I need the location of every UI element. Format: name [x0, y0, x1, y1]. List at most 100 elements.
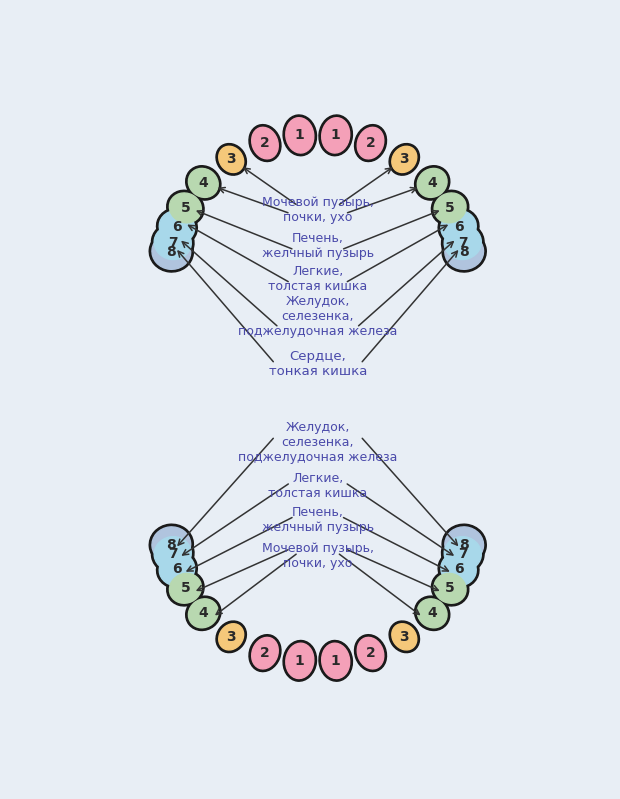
Ellipse shape	[442, 231, 486, 272]
Text: 1: 1	[295, 129, 304, 142]
Ellipse shape	[319, 115, 352, 156]
Text: 1: 1	[295, 654, 304, 668]
Text: Мочевой пузырь,
почки, ухо: Мочевой пузырь, почки, ухо	[262, 196, 374, 224]
Ellipse shape	[417, 598, 447, 628]
Ellipse shape	[149, 231, 193, 272]
Ellipse shape	[415, 165, 450, 200]
Text: 8: 8	[166, 244, 176, 259]
Ellipse shape	[188, 169, 218, 197]
Ellipse shape	[441, 211, 476, 244]
Text: 8: 8	[459, 538, 469, 551]
Text: 2: 2	[366, 136, 375, 150]
Ellipse shape	[169, 193, 202, 223]
Text: Легкие,
толстая кишка: Легкие, толстая кишка	[268, 265, 368, 293]
Ellipse shape	[445, 234, 484, 269]
Ellipse shape	[415, 596, 450, 630]
Ellipse shape	[156, 551, 197, 588]
Ellipse shape	[152, 234, 191, 269]
Ellipse shape	[322, 117, 350, 153]
Text: 3: 3	[226, 153, 236, 166]
Ellipse shape	[441, 534, 484, 574]
Ellipse shape	[441, 553, 476, 586]
Text: 5: 5	[180, 582, 190, 595]
Ellipse shape	[156, 208, 197, 246]
Ellipse shape	[283, 115, 317, 156]
Ellipse shape	[149, 524, 193, 565]
Ellipse shape	[355, 634, 386, 672]
Ellipse shape	[283, 641, 317, 682]
Ellipse shape	[434, 193, 466, 223]
Text: Легкие,
толстая кишка: Легкие, толстая кишка	[268, 472, 368, 500]
Ellipse shape	[151, 534, 194, 574]
Ellipse shape	[322, 643, 350, 678]
Text: 6: 6	[454, 220, 463, 234]
Text: 4: 4	[427, 176, 437, 190]
Ellipse shape	[444, 537, 481, 570]
Text: 6: 6	[172, 562, 182, 576]
Text: 5: 5	[180, 201, 190, 215]
Text: 6: 6	[454, 562, 463, 576]
Ellipse shape	[186, 596, 221, 630]
Text: 4: 4	[427, 606, 437, 620]
Ellipse shape	[319, 641, 352, 682]
Ellipse shape	[357, 638, 384, 669]
Text: 7: 7	[458, 547, 467, 561]
Ellipse shape	[442, 524, 486, 565]
Text: 4: 4	[198, 606, 208, 620]
Ellipse shape	[252, 638, 278, 669]
Ellipse shape	[286, 643, 314, 678]
Text: 1: 1	[331, 129, 340, 142]
Text: 3: 3	[399, 630, 409, 644]
Ellipse shape	[186, 165, 221, 200]
Ellipse shape	[159, 211, 195, 244]
Ellipse shape	[438, 208, 479, 246]
Text: 2: 2	[260, 136, 270, 150]
Ellipse shape	[216, 144, 246, 175]
Text: 7: 7	[168, 236, 177, 249]
Ellipse shape	[286, 117, 314, 153]
Ellipse shape	[169, 574, 202, 603]
Ellipse shape	[417, 169, 447, 197]
Ellipse shape	[441, 223, 484, 262]
Ellipse shape	[389, 144, 420, 175]
Ellipse shape	[445, 527, 484, 562]
Text: 7: 7	[458, 236, 467, 249]
Text: 2: 2	[366, 646, 375, 660]
Text: 8: 8	[166, 538, 176, 551]
Ellipse shape	[355, 125, 386, 161]
Ellipse shape	[249, 125, 281, 161]
Ellipse shape	[357, 127, 384, 159]
Text: 4: 4	[198, 176, 208, 190]
Ellipse shape	[151, 223, 194, 262]
Ellipse shape	[438, 551, 479, 588]
Text: Желудок,
селезенка,
поджелудочная железа: Желудок, селезенка, поджелудочная железа	[238, 421, 397, 464]
Ellipse shape	[219, 146, 244, 173]
Text: 3: 3	[226, 630, 236, 644]
Text: 7: 7	[168, 547, 177, 561]
Text: 5: 5	[445, 201, 455, 215]
Ellipse shape	[167, 570, 204, 606]
Ellipse shape	[444, 225, 481, 260]
Text: 8: 8	[459, 244, 469, 259]
Text: 2: 2	[260, 646, 270, 660]
Ellipse shape	[167, 190, 204, 225]
Text: 3: 3	[399, 153, 409, 166]
Ellipse shape	[216, 621, 246, 653]
Ellipse shape	[392, 624, 417, 650]
Ellipse shape	[432, 570, 469, 606]
Text: Печень,
желчный пузырь: Печень, желчный пузырь	[262, 232, 374, 260]
Ellipse shape	[154, 537, 192, 570]
Ellipse shape	[392, 146, 417, 173]
Ellipse shape	[252, 127, 278, 159]
Text: 1: 1	[331, 654, 340, 668]
Ellipse shape	[219, 624, 244, 650]
Ellipse shape	[389, 621, 420, 653]
Text: Желудок,
селезенка,
поджелудочная железа: Желудок, селезенка, поджелудочная железа	[238, 295, 397, 338]
Ellipse shape	[432, 190, 469, 225]
Ellipse shape	[154, 225, 192, 260]
Text: Мочевой пузырь,
почки, ухо: Мочевой пузырь, почки, ухо	[262, 543, 374, 570]
Text: Сердце,
тонкая кишка: Сердце, тонкая кишка	[268, 350, 367, 378]
Ellipse shape	[434, 574, 466, 603]
Ellipse shape	[249, 634, 281, 672]
Text: Печень,
желчный пузырь: Печень, желчный пузырь	[262, 506, 374, 535]
